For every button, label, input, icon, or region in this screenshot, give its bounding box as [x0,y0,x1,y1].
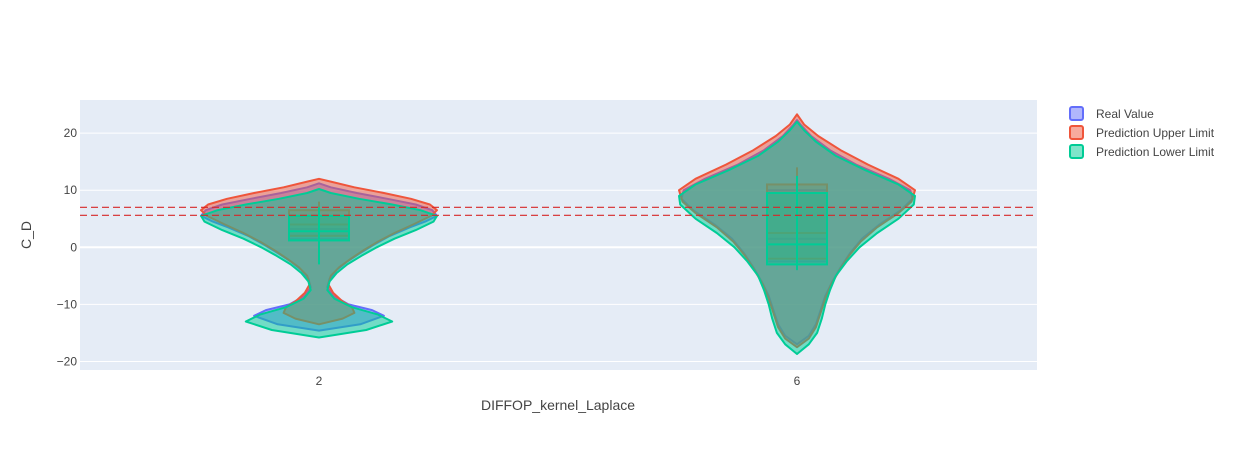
x-tick-label: 6 [794,374,801,388]
plot-background [80,100,1037,370]
y-axis-ticks: −20 −10 0 10 20 [57,126,78,368]
y-tick-label: 10 [64,183,78,197]
legend-label: Prediction Upper Limit [1096,126,1215,140]
box-iqr [288,214,350,242]
x-tick-label: 2 [316,374,323,388]
legend-label: Real Value [1096,107,1154,121]
box-iqr [766,192,828,266]
legend-swatch [1069,125,1084,140]
x-axis-title: DIFFOP_kernel_Laplace [481,397,635,413]
reference-lines [80,206,1037,216]
legend-swatch [1069,144,1084,159]
y-tick-label: 0 [70,240,77,254]
y-tick-label: −10 [57,297,78,311]
legend: Real Value Prediction Upper Limit Predicti… [1069,106,1215,159]
legend-swatch [1069,106,1084,121]
y-tick-label: −20 [57,354,78,368]
y-tick-label: 20 [64,126,78,140]
violin-layer [200,113,916,355]
y-axis-title: C_D [18,221,34,249]
legend-label: Prediction Lower Limit [1096,145,1215,159]
